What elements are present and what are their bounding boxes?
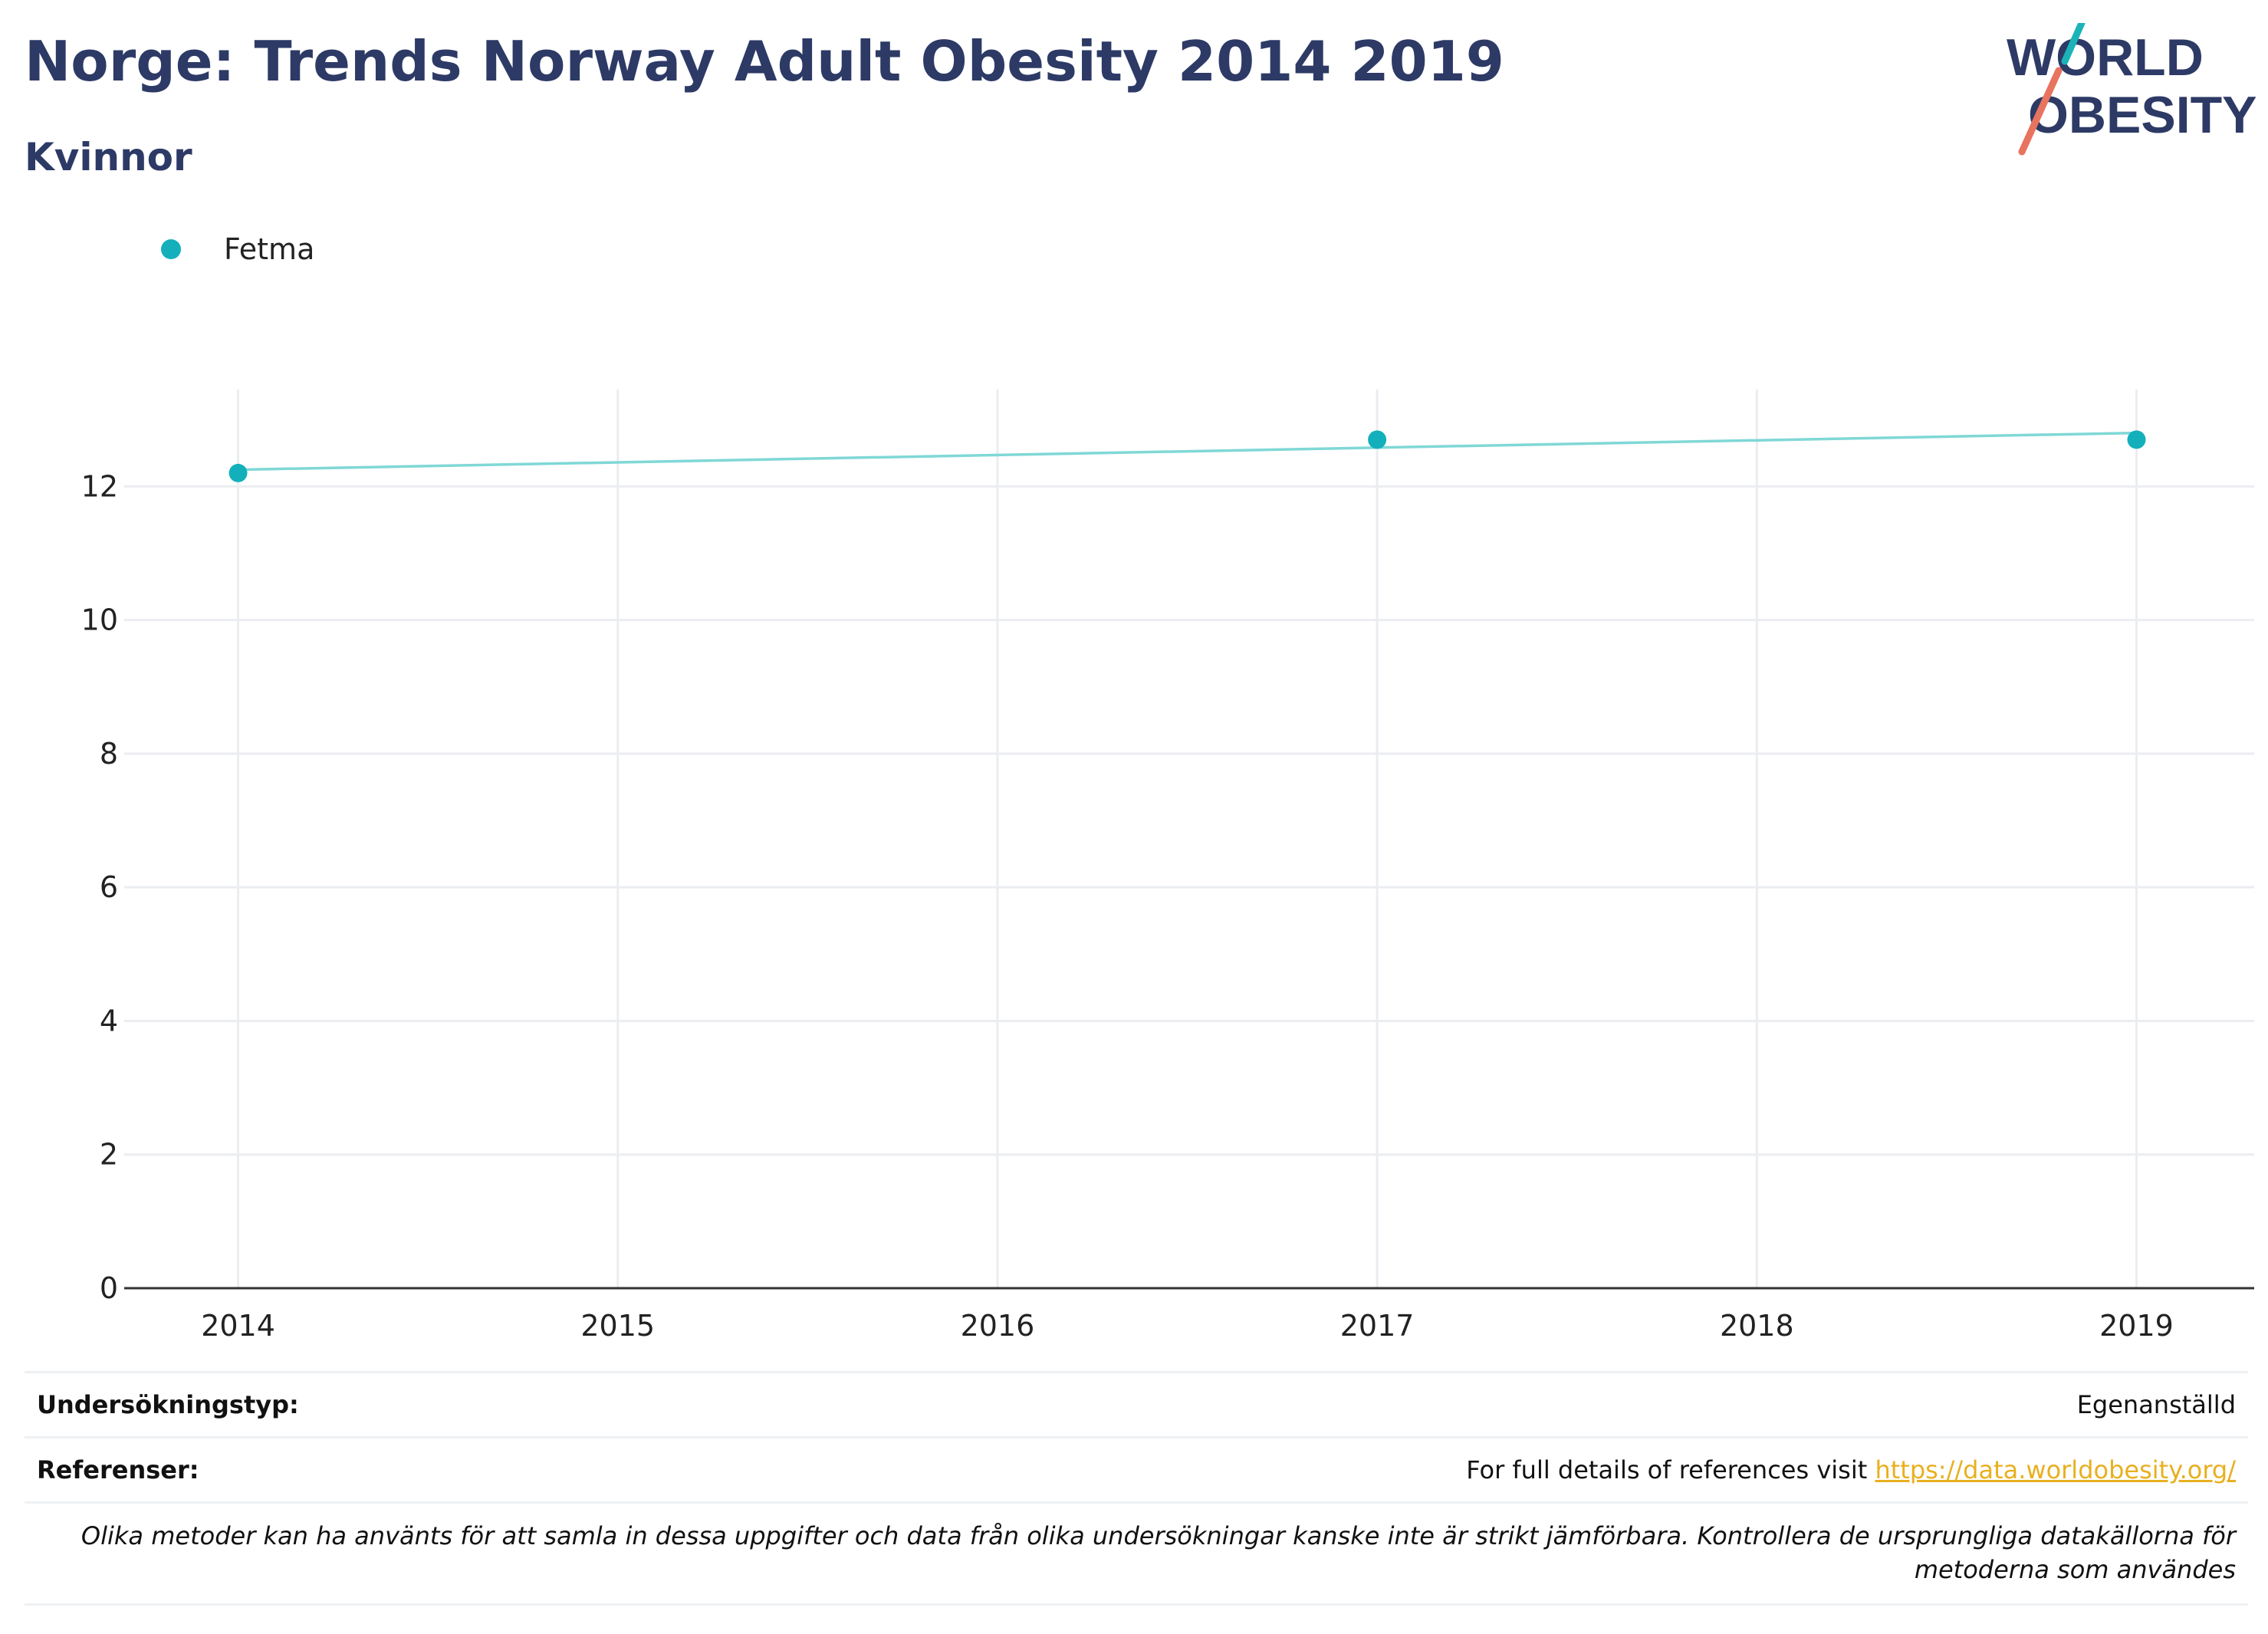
- y-tick-label-2: 2: [100, 1138, 118, 1172]
- page-subtitle: Kvinnor: [25, 135, 192, 179]
- survey-type-label: Undersökningstyp:: [37, 1390, 299, 1419]
- references-link[interactable]: https://data.worldobesity.org/: [1875, 1455, 2236, 1484]
- references-row: Referenser: For full details of referenc…: [25, 1436, 2248, 1501]
- x-tick-label-2015: 2015: [580, 1309, 655, 1343]
- survey-type-row: Undersökningstyp: Egenanställd: [25, 1371, 2248, 1436]
- y-tick-label-4: 4: [100, 1004, 118, 1037]
- references-value: For full details of references visit htt…: [1466, 1455, 2236, 1484]
- world-obesity-logo: WORLD OBESITY: [2007, 23, 2257, 156]
- y-tick-label-8: 8: [100, 737, 118, 771]
- logo-teal-stroke: [2061, 23, 2086, 65]
- logo-line1: WORLD: [2007, 28, 2204, 87]
- y-tick-label-12: 12: [81, 469, 118, 503]
- x-tick-label-2014: 2014: [201, 1309, 275, 1343]
- methodology-note: Olika metoder kan ha använts för att sam…: [25, 1501, 2248, 1606]
- survey-type-value: Egenanställd: [2076, 1390, 2236, 1419]
- line-chart: 0 2 4 6 8 10 12 2014 2015 2016 2017 2018 2019: [81, 390, 2254, 1343]
- legend: Fetma: [161, 230, 314, 268]
- x-tick-label-2016: 2016: [961, 1309, 1035, 1343]
- x-tick-label-2018: 2018: [1720, 1309, 1794, 1343]
- x-tick-label-2019: 2019: [2099, 1309, 2174, 1343]
- trend-line-fetma: [238, 431, 2137, 472]
- references-label: Referenser:: [37, 1455, 199, 1484]
- legend-label-fetma[interactable]: Fetma: [224, 232, 315, 266]
- references-text: For full details of references visit: [1466, 1455, 1875, 1484]
- x-tick-label-2017: 2017: [1340, 1309, 1415, 1343]
- data-point-fetma-2019: [2127, 430, 2146, 449]
- logo-coral-stroke: [2018, 67, 2063, 156]
- logo-line2: OBESITY: [2028, 86, 2257, 144]
- y-tick-label-10: 10: [81, 603, 118, 637]
- y-tick-label-6: 6: [100, 870, 118, 904]
- y-tick-label-0: 0: [100, 1271, 118, 1305]
- page-title: Norge: Trends Norway Adult Obesity 2014 …: [25, 29, 1504, 94]
- legend-marker-fetma: [161, 239, 181, 259]
- data-point-fetma-2017: [1368, 430, 1387, 449]
- data-point-fetma-2014: [228, 463, 248, 482]
- info-table: Undersökningstyp: Egenanställd Referense…: [25, 1371, 2248, 1606]
